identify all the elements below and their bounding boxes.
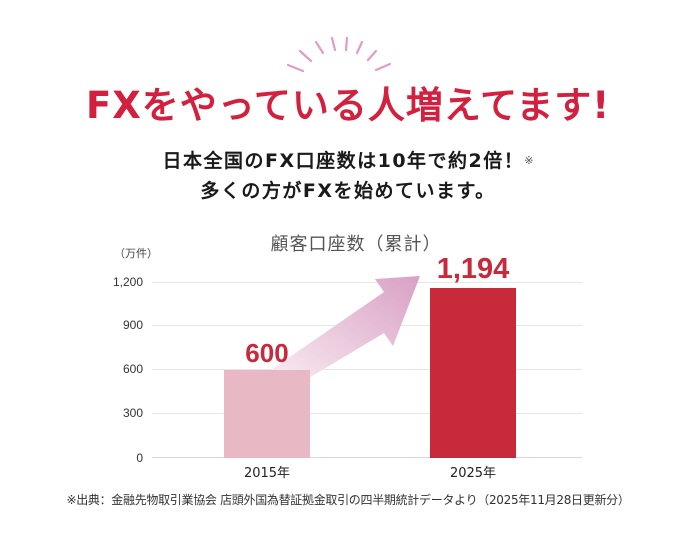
value-label-2025: 1,194: [436, 253, 510, 285]
x-label-2015: 2015年: [243, 466, 291, 481]
bar-2015: [224, 370, 310, 458]
y-tick-0: 0: [136, 451, 143, 465]
sunburst-decoration-icon: [286, 36, 392, 73]
bar-2025: [430, 288, 516, 458]
y-tick-300: 300: [122, 406, 143, 420]
y-tick-600: 600: [122, 362, 143, 376]
gridline-900: [152, 325, 582, 326]
gridline-300: [152, 413, 582, 414]
x-label-2025: 2025年: [449, 466, 497, 481]
gridline-600: [152, 369, 582, 370]
subheadline-line1-text: 日本全国のFX口座数は10年で約2倍！: [162, 150, 525, 172]
value-label-2015: 600: [245, 338, 289, 368]
x-axis-line: [152, 457, 582, 458]
y-axis-unit: （万件）: [114, 248, 158, 260]
chart-title: 顧客口座数（累計）: [270, 234, 442, 255]
footnote-mark: ※: [524, 154, 534, 167]
source-footnote: ※出典：金融先物取引業協会 店頭外国為替証拠金取引の四半期統計データより（202…: [66, 493, 630, 507]
subheadline-line2: 多くの方がFXを始めています。: [200, 180, 496, 202]
y-tick-1200: 1,200: [112, 275, 143, 289]
subheadline-line1: 日本全国のFX口座数は10年で約2倍！※: [0, 148, 696, 174]
headline: FXをやっている人増えてます!: [85, 84, 611, 127]
y-tick-900: 900: [122, 318, 143, 332]
